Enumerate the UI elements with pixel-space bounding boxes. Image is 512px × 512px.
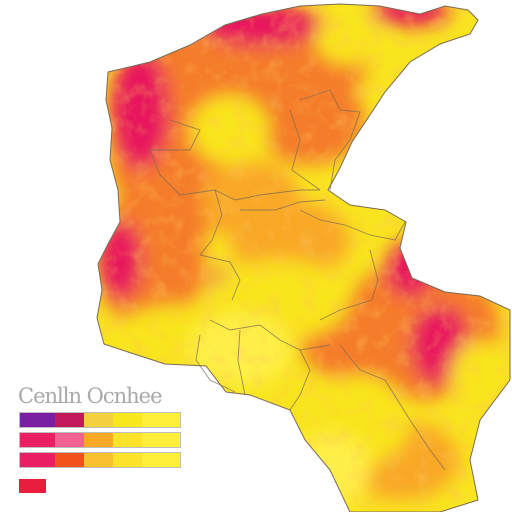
legend-swatch	[83, 433, 113, 447]
legend-swatch	[55, 413, 84, 427]
legend-single-swatch	[19, 479, 46, 493]
legend-bar-1	[19, 412, 181, 428]
legend-swatch	[55, 433, 84, 447]
legend-swatch	[141, 413, 180, 427]
legend-swatch	[55, 453, 84, 467]
legend-swatch	[112, 433, 142, 447]
legend-swatch	[83, 413, 113, 427]
legend-swatch	[141, 453, 180, 467]
legend-title: Cenlln Ocnhee	[18, 384, 163, 408]
legend-swatch	[83, 453, 113, 467]
legend-swatch	[20, 453, 56, 467]
legend-swatch	[112, 413, 142, 427]
legend-swatch	[20, 433, 56, 447]
legend: Cenlln Ocnhee	[16, 384, 186, 493]
legend-swatch	[141, 433, 180, 447]
region-borders	[149, 89, 446, 471]
legend-bar-2	[19, 432, 181, 448]
country-outline	[96, 3, 511, 512]
legend-bar-3	[19, 452, 181, 468]
legend-swatch	[20, 413, 56, 427]
legend-swatch	[112, 453, 142, 467]
